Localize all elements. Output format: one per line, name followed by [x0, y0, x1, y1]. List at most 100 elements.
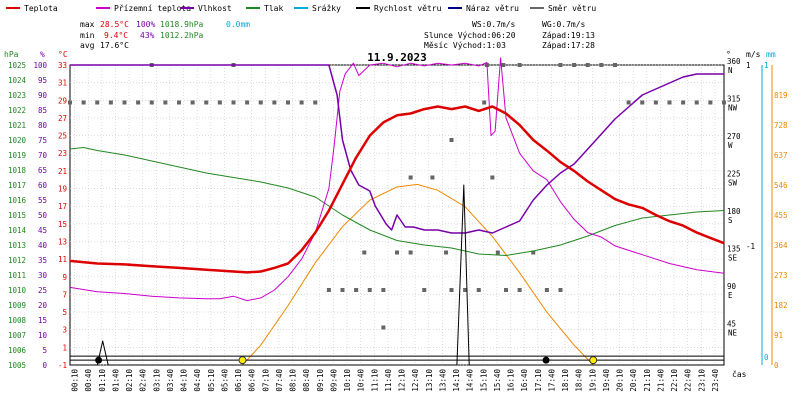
- tick-degc: 21: [58, 167, 67, 176]
- tick-pct: 35: [38, 256, 47, 265]
- unit-hpa: hPa: [4, 50, 19, 59]
- legend-label: Vlhkost: [198, 4, 232, 13]
- moon-marker: [542, 356, 550, 364]
- wind-dir-dot: [558, 63, 563, 67]
- tick-pct: 45: [38, 226, 47, 235]
- tick-degc: 9: [62, 273, 67, 282]
- wind-dir-dot: [722, 100, 726, 105]
- tick-hpa: 1006: [8, 346, 27, 355]
- tick-time: 10:10: [343, 369, 352, 392]
- info-moon-set: Západ:17:28: [542, 41, 595, 50]
- tick-hpa: 1014: [8, 226, 27, 235]
- solar-radiation-layer: [242, 183, 594, 366]
- tick-deg-dir: NE: [728, 329, 738, 338]
- tick-hpa: 1012: [8, 256, 26, 265]
- tick-time: 13:40: [438, 369, 447, 392]
- wind-dir-dot: [444, 250, 449, 255]
- tick-deg-dir: S: [728, 216, 733, 225]
- tick-deg-dir: E: [728, 291, 733, 300]
- tick-pct: 55: [38, 196, 47, 205]
- tick-hpa: 1015: [8, 211, 26, 220]
- sun-marker: [589, 356, 598, 365]
- tick-time: 18:40: [575, 369, 584, 392]
- wind-dir-dot: [190, 100, 195, 105]
- tick-degc: 27: [58, 114, 67, 123]
- wind-dir-dot: [163, 100, 168, 105]
- wind-dir-dot: [95, 100, 100, 105]
- series-teplota: [69, 105, 725, 274]
- tick-time: 14:10: [452, 369, 461, 392]
- wind-dir-dot: [708, 100, 713, 105]
- tick-degc: 15: [58, 220, 67, 229]
- tick-time: 05:10: [207, 369, 216, 392]
- unit-time: čas: [732, 369, 747, 379]
- wind-dir-dot: [482, 100, 487, 105]
- tick-degc: 13: [58, 237, 67, 246]
- legend-label: Rychlost větru: [374, 4, 442, 13]
- tick-solar: 637: [774, 151, 788, 160]
- tick-solar: 546: [774, 181, 788, 190]
- wind-dir-dot: [354, 288, 359, 292]
- tick-time: 19:10: [588, 369, 597, 392]
- tick-pct: 95: [38, 76, 47, 85]
- tick-pct: 30: [38, 271, 48, 280]
- tick-ms-mid: -1: [746, 242, 755, 251]
- legend-label: Směr větru: [548, 4, 596, 13]
- tick-hpa: 1020: [8, 136, 27, 145]
- tick-degc: 25: [58, 132, 67, 141]
- tick-time: 11:10: [370, 369, 379, 392]
- wind-dir-dot: [217, 100, 222, 105]
- stat-max-hum: 100%: [136, 20, 155, 29]
- tick-time: 15:10: [479, 369, 488, 392]
- wind-dir-dot: [495, 250, 500, 255]
- tick-time: 20:40: [629, 369, 638, 392]
- wind-dir-dot: [299, 100, 304, 105]
- tick-time: 18:10: [561, 369, 570, 392]
- tick-time: 09:10: [316, 369, 325, 392]
- tick-deg-dir: W: [728, 141, 733, 150]
- tick-time: 01:40: [111, 369, 120, 392]
- tick-time: 02:10: [125, 369, 134, 392]
- stat-max-rain: 0.0mm: [226, 20, 250, 29]
- wind-dir-dot: [504, 288, 508, 292]
- tick-time: 04:10: [180, 369, 189, 392]
- tick-hpa: 1025: [8, 61, 26, 70]
- wind-dir-dot: [490, 175, 495, 180]
- wind-dir-dot: [313, 100, 318, 105]
- wind-dir-dot: [258, 100, 263, 105]
- series-layer: [69, 57, 725, 366]
- unit-pct: %: [40, 50, 45, 59]
- series-rychlost-větru: [70, 184, 724, 366]
- tick-time: 19:40: [602, 369, 611, 392]
- tick-hpa: 1013: [8, 241, 26, 250]
- wind-dir-dot: [340, 288, 345, 292]
- tick-time: 21:10: [643, 369, 652, 392]
- stat-min-press: 1012.2hPa: [160, 31, 204, 40]
- tick-solar: 0: [774, 361, 779, 370]
- tick-pct: 10: [38, 331, 48, 340]
- wind-dir-dot: [449, 288, 454, 292]
- tick-degc: 19: [58, 185, 67, 194]
- tick-deg: 360: [727, 57, 741, 66]
- tick-time: 03:40: [166, 369, 175, 392]
- sun-marker: [238, 356, 247, 365]
- tick-pct: 15: [38, 316, 47, 325]
- tick-time: 08:10: [289, 369, 298, 392]
- tick-ms: 1: [746, 61, 751, 70]
- wind-dir-dot: [231, 100, 236, 105]
- tick-time: 17:10: [534, 369, 543, 392]
- tick-degc: -1: [58, 361, 67, 370]
- tick-time: 11:40: [384, 369, 393, 392]
- tick-pct: 90: [38, 91, 48, 100]
- tick-solar: 364: [774, 241, 788, 250]
- stat-max-press: 1018.9hPa: [160, 20, 204, 29]
- legend: Teplota Přízemní teplota Vlhkost Tlak Srážky…: [6, 4, 596, 13]
- tick-degc: 33: [58, 61, 67, 70]
- tick-degc: 17: [58, 202, 67, 211]
- wind-dir-dot: [517, 63, 522, 67]
- tick-pct: 20: [38, 301, 48, 310]
- tick-solar: 728: [774, 121, 788, 130]
- stats-block: max 28.5°C 100% 1018.9hPa 0.0mm min 9.4°…: [80, 20, 250, 50]
- tick-deg-dir: N: [728, 66, 733, 75]
